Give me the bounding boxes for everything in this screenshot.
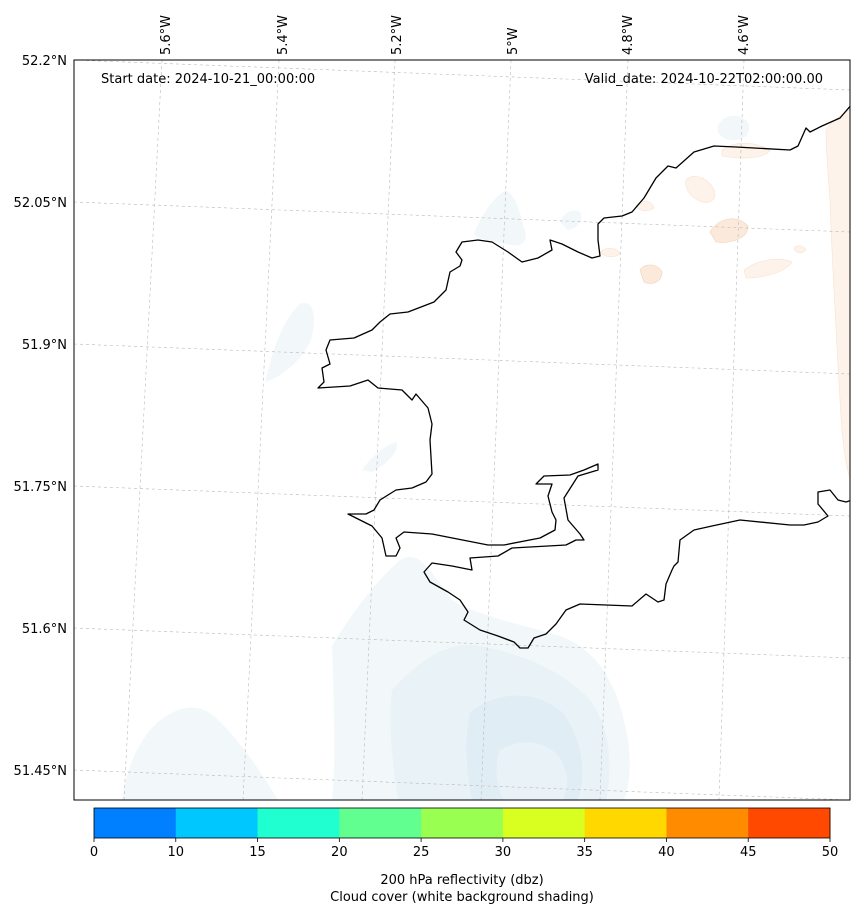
colorbar-frame [93,807,831,839]
colorbar-tick-label: 45 [740,845,757,860]
lon-label: 5°W [506,27,521,55]
lat-label: 52.05°N [14,196,67,211]
colorbar-segment [421,808,504,838]
lon-label: 5.4°W [276,15,291,55]
colorbar: 0 10 15 20 25 30 35 40 45 50 200 hPa reflectivity… [90,807,839,905]
longitude-labels: 5.6°W 5.4°W 5.2°W 5°W 4.8°W 4.6°W [159,15,752,55]
map-content [74,60,850,800]
lon-label: 4.8°W [621,15,636,55]
colorbar-segment [175,808,259,838]
lon-label: 5.6°W [159,15,174,55]
coastline [317,105,850,649]
colorbar-segment [584,808,667,838]
start-date-label: Start date: 2024-10-21_00:00:00 [101,72,315,87]
valid-date-label: Valid_date: 2024-10-22T02:00:00.00 [585,72,823,87]
colorbar-sublabel: Cloud cover (white background shading) [330,890,594,905]
colorbar-tick-label: 10 [168,845,185,860]
lat-label: 51.6°N [22,622,67,637]
lon-label: 4.6°W [737,15,752,55]
colorbar-label: 200 hPa reflectivity (dbz) [380,873,543,888]
latitude-labels: 52.2°N 52.05°N 51.9°N 51.75°N 51.6°N 51.… [14,54,67,779]
colorbar-tick-label: 20 [331,845,348,860]
reflectivity-shading [599,108,850,480]
cloud-cover-shading [122,115,750,800]
colorbar-tick-label: 40 [658,845,675,860]
lon-label: 5.2°W [390,15,405,55]
colorbar-tick-label: 30 [495,845,512,860]
lat-label: 52.2°N [22,54,67,69]
colorbar-tick-label: 25 [413,845,430,860]
colorbar-tick-label: 35 [576,845,593,860]
colorbar-segment [748,808,831,838]
colorbar-segment [502,808,586,838]
colorbar-segment [94,808,177,838]
lat-label: 51.75°N [14,480,67,495]
colorbar-segment [257,808,340,838]
colorbar-tick-label: 50 [822,845,839,860]
lat-label: 51.45°N [14,764,67,779]
colorbar-segment [339,808,422,838]
colorbar-segment [666,808,749,838]
map-frame [73,59,851,801]
lat-label: 51.9°N [22,338,67,353]
colorbar-tick-label: 15 [249,845,266,860]
colorbar-tick-label: 0 [90,845,98,860]
